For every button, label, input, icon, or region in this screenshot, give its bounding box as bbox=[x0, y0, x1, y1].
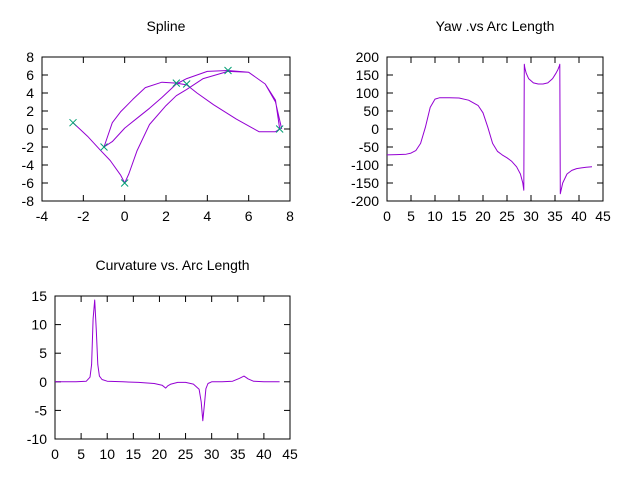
data-point-marker bbox=[275, 125, 284, 133]
x-tick-label: 0 bbox=[383, 208, 391, 224]
y-tick-label: -5 bbox=[35, 402, 48, 418]
chart-title: Spline bbox=[147, 18, 186, 34]
x-tick-label: 35 bbox=[547, 208, 563, 224]
x-tick-label: 40 bbox=[571, 208, 587, 224]
x-tick-label: 15 bbox=[451, 208, 467, 224]
x-tick-label: 25 bbox=[499, 208, 515, 224]
y-tick-label: 0 bbox=[39, 374, 47, 390]
y-tick-label: -50 bbox=[359, 139, 379, 155]
x-tick-label: 15 bbox=[126, 446, 142, 462]
y-tick-label: -2 bbox=[22, 139, 35, 155]
chart-spline: Spline -4 -2 0 2 4 6 8 -8 -6 -4 -2 0 2 4 6 8 bbox=[22, 18, 295, 224]
y-tick-label: 150 bbox=[356, 67, 380, 83]
plot-border bbox=[54, 295, 291, 440]
x-tick-label: 2 bbox=[162, 208, 170, 224]
x-tick-label: 20 bbox=[152, 446, 168, 462]
y-tick-label: -6 bbox=[22, 175, 35, 191]
y-tick-label: 8 bbox=[26, 49, 34, 65]
series-line bbox=[55, 299, 280, 422]
data-point-marker bbox=[182, 80, 191, 88]
x-tick-label: 5 bbox=[407, 208, 415, 224]
x-tick-label: 6 bbox=[245, 208, 253, 224]
x-tick-label: 45 bbox=[282, 446, 298, 462]
y-tick-label: -100 bbox=[351, 157, 379, 173]
x-tick-label: 10 bbox=[99, 446, 115, 462]
series-line bbox=[386, 63, 593, 195]
data-point-marker bbox=[224, 66, 232, 75]
y-tick-label: -8 bbox=[22, 193, 35, 209]
chart-curvature: Curvature vs. Arc Length 0 5 10 15 20 25 30 35 40… bbox=[27, 257, 298, 462]
y-tick-label: 0 bbox=[26, 121, 34, 137]
x-tick-label: 30 bbox=[523, 208, 539, 224]
x-tick-label: 30 bbox=[204, 446, 220, 462]
x-tick-label: 0 bbox=[121, 208, 129, 224]
data-point-marker bbox=[172, 79, 181, 87]
series-line bbox=[72, 70, 283, 184]
y-tick-label: -150 bbox=[351, 175, 379, 191]
plot-border bbox=[386, 56, 604, 202]
y-tick-label: 200 bbox=[356, 49, 380, 65]
x-tick-label: 40 bbox=[256, 446, 272, 462]
chart-title: Yaw .vs Arc Length bbox=[436, 18, 555, 34]
y-tick-label: -4 bbox=[22, 157, 35, 173]
y-tick-label: 10 bbox=[31, 317, 47, 333]
x-tick-label: 5 bbox=[77, 446, 85, 462]
data-point-marker bbox=[69, 118, 77, 127]
y-tick-label: -10 bbox=[27, 431, 47, 447]
x-tick-label: 45 bbox=[595, 208, 611, 224]
data-point-marker bbox=[100, 143, 108, 151]
y-tick-label: 15 bbox=[31, 288, 47, 304]
y-tick-label: 50 bbox=[363, 103, 379, 119]
x-tick-label: -4 bbox=[36, 208, 49, 224]
y-tick-label: 0 bbox=[371, 121, 379, 137]
y-tick-label: 2 bbox=[26, 103, 34, 119]
x-tick-label: 0 bbox=[51, 446, 59, 462]
x-tick-label: 20 bbox=[475, 208, 491, 224]
chart-title: Curvature vs. Arc Length bbox=[95, 257, 249, 273]
x-tick-label: -2 bbox=[77, 208, 90, 224]
x-tick-label: 35 bbox=[230, 446, 246, 462]
y-tick-label: -200 bbox=[351, 193, 379, 209]
x-tick-label: 4 bbox=[203, 208, 211, 224]
data-point-marker bbox=[120, 179, 129, 187]
y-tick-label: 100 bbox=[356, 85, 380, 101]
x-tick-label: 25 bbox=[178, 446, 194, 462]
x-tick-label: 10 bbox=[427, 208, 443, 224]
y-tick-label: 4 bbox=[26, 85, 34, 101]
y-tick-label: 5 bbox=[39, 345, 47, 361]
x-tick-label: 8 bbox=[286, 208, 294, 224]
y-tick-label: 6 bbox=[26, 67, 34, 83]
